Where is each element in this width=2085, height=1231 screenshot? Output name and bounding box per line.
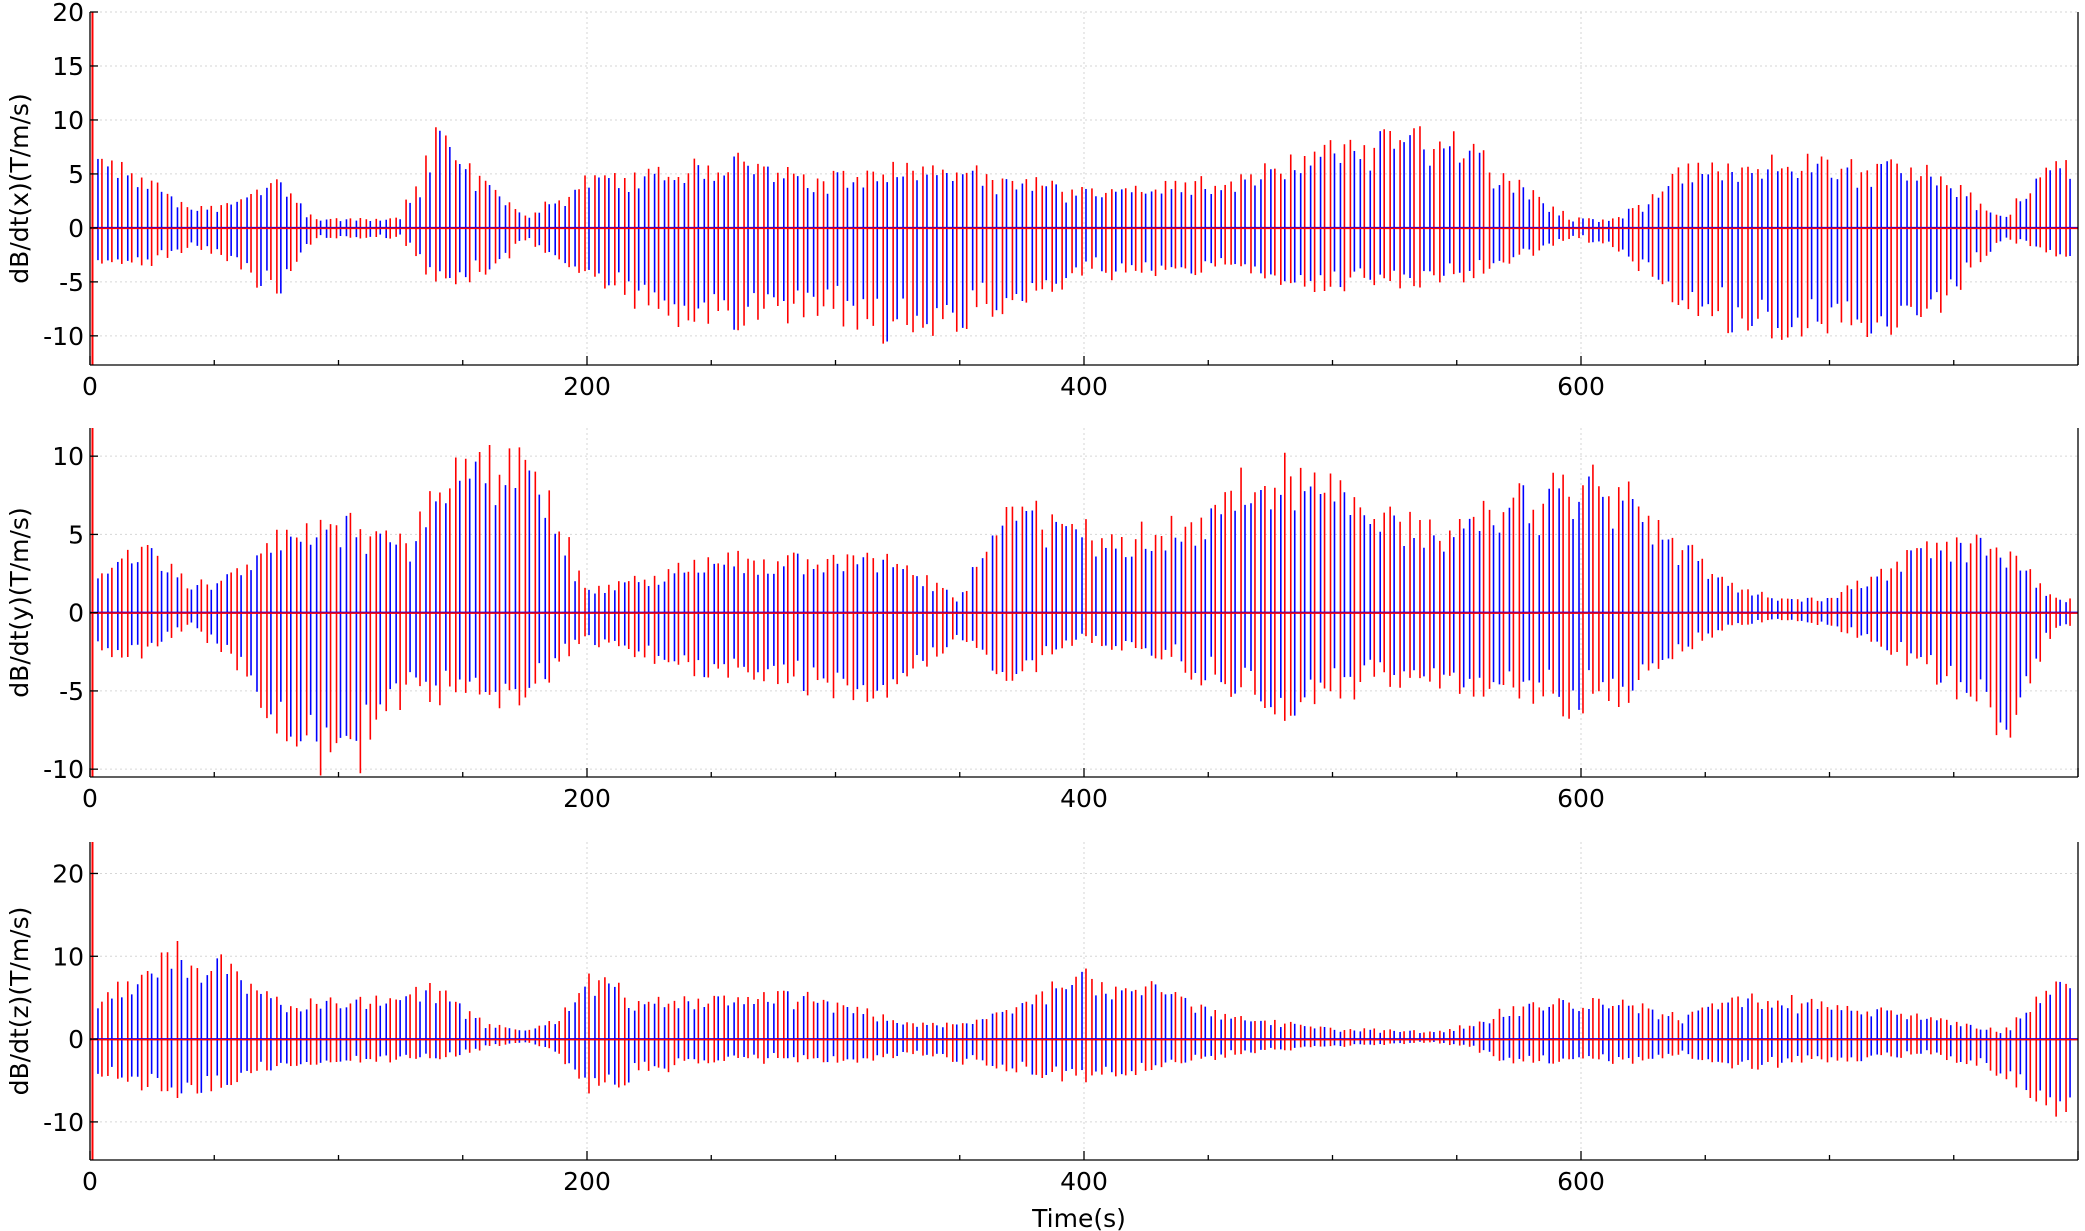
y-tick-label: 0: [68, 214, 84, 243]
y-axis-label: dB/dt(x)(T/m/s): [5, 93, 34, 283]
subplot-3: 0 200 400 600 -10 0 10 20 dB/dt(z)(T/m/s) Time(s): [5, 842, 2079, 1231]
x-tick-label: 600: [1557, 372, 1605, 401]
x-tick-label: 400: [1060, 1167, 1108, 1196]
x-tick-label: 0: [82, 1167, 98, 1196]
y-tick-label: 5: [68, 160, 84, 189]
x-tick-label: 600: [1557, 1167, 1605, 1196]
y-tick-label: -5: [59, 268, 84, 297]
x-tick-label: 200: [563, 1167, 611, 1196]
y-tick-label: -10: [43, 1108, 84, 1137]
y-tick-label: 15: [52, 52, 84, 81]
y-tick-label: 0: [68, 599, 84, 628]
x-tick-label: 200: [563, 372, 611, 401]
x-tick-label: 600: [1557, 784, 1605, 813]
y-tick-label: -5: [59, 677, 84, 706]
signal-spikes: [97, 941, 2071, 1117]
subplot-1: 0 200 400 600 -10 -5 0 5 10 15 20 dB/dt(x)(T/m/s): [5, 0, 2079, 401]
x-tick-label: 400: [1060, 372, 1108, 401]
y-tick-label: -10: [43, 755, 84, 784]
subplot-2: 0 200 400 600 -10 -5 0 5 10 dB/dt(y)(T/m/s): [5, 428, 2079, 813]
y-tick-label: 10: [52, 442, 84, 471]
signal-spikes: [97, 126, 2071, 344]
x-axis-label: Time(s): [1031, 1204, 1126, 1231]
x-tick-label: 0: [82, 372, 98, 401]
y-tick-label: 0: [68, 1025, 84, 1054]
y-tick-label: 5: [68, 520, 84, 549]
y-tick-label: 10: [52, 106, 84, 135]
x-tick-label: 400: [1060, 784, 1108, 813]
y-axis-label: dB/dt(y)(T/m/s): [5, 507, 34, 697]
y-tick-label: -10: [43, 322, 84, 351]
y-axis-label: dB/dt(z)(T/m/s): [5, 907, 34, 1096]
y-tick-label: 20: [52, 0, 84, 27]
y-tick-label: 20: [52, 859, 84, 888]
y-tick-label: 10: [52, 942, 84, 971]
x-tick-label: 0: [82, 784, 98, 813]
x-tick-label: 200: [563, 784, 611, 813]
